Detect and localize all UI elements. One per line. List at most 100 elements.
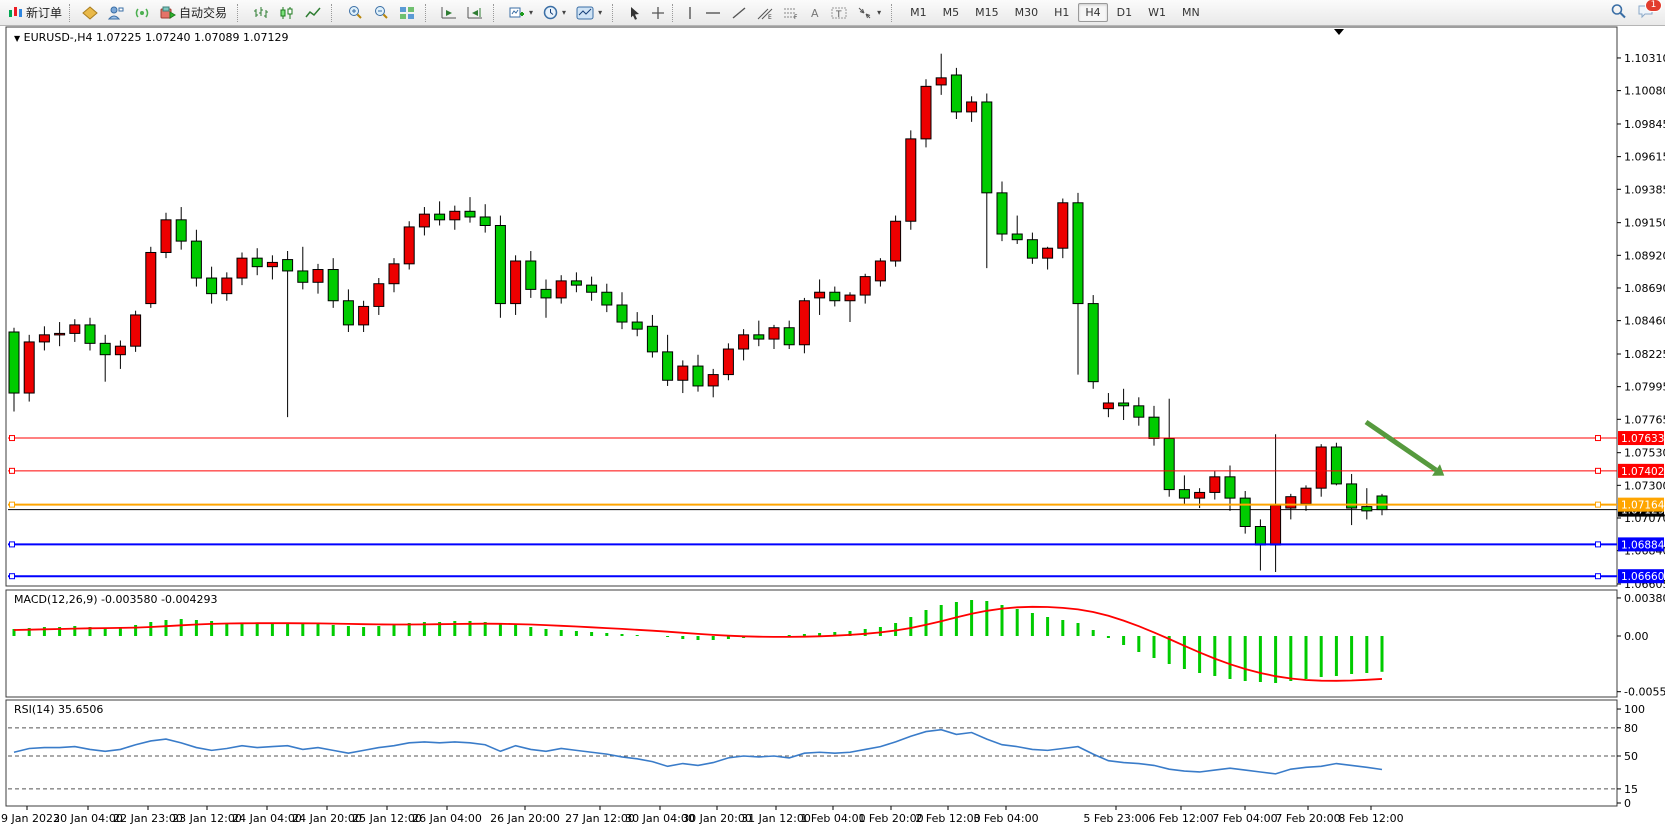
candle-chart-button[interactable] (274, 4, 300, 22)
main-toolbar: 新订单 自动交易 ▾ ▾ ▾ (0, 0, 1665, 26)
arrows-tool-button[interactable]: ▾ (852, 4, 886, 22)
notifications-button[interactable]: 1 (1637, 0, 1662, 22)
candle-bull (874, 260, 886, 282)
horizontal-line-1.07402[interactable]: 1.07402 (8, 463, 1664, 478)
candle-bull (555, 280, 567, 299)
candle-bull (707, 374, 719, 387)
svg-text:T: T (835, 10, 842, 20)
new-chart-icon (509, 7, 525, 17)
text-tool-button[interactable]: A (804, 4, 826, 22)
timeframe-D1[interactable]: D1 (1116, 6, 1133, 19)
candle-bear (282, 259, 294, 272)
timeframe-M15[interactable]: M15 (975, 6, 999, 19)
bar-chart-button[interactable] (248, 4, 274, 22)
timeframe-M1[interactable]: M1 (910, 6, 927, 19)
svg-text:A: A (811, 7, 819, 20)
candle-bull (1057, 202, 1069, 249)
tile-windows-button[interactable] (394, 4, 420, 22)
toolbar-right-group: 1 (1610, 0, 1662, 22)
timeframe-H4[interactable]: H4 (1078, 3, 1108, 22)
signals-button[interactable] (129, 4, 155, 22)
horizontal-line-1.06660[interactable]: 1.06660 (8, 569, 1664, 584)
line-handle[interactable] (9, 541, 15, 548)
rsi-tick-label: 100 (1624, 703, 1645, 716)
arrow-head-icon (1432, 464, 1445, 476)
timeframe-M5[interactable]: M5 (942, 6, 960, 19)
auto-scroll-button[interactable] (436, 4, 462, 22)
horizontal-line-1.06884[interactable]: 1.06884 (8, 537, 1665, 552)
time-tick-label: 1 Feb 20:00 (858, 812, 923, 825)
notification-badge: 1 (1645, 0, 1662, 12)
horizontal-line-icon (706, 11, 721, 14)
line-handle[interactable] (9, 573, 15, 580)
new-chart-button[interactable]: ▾ (504, 4, 538, 22)
vertical-line-icon (689, 6, 691, 19)
separator (672, 3, 678, 22)
timeframe-W1[interactable]: W1 (1148, 6, 1166, 19)
chart-collapse-icon[interactable]: ▼ (14, 34, 21, 43)
vline-tool-button[interactable] (680, 4, 700, 22)
zoom-out-button[interactable] (368, 3, 394, 22)
candle-bull (312, 269, 324, 283)
timeframe-MN[interactable]: MN (1182, 6, 1200, 19)
periods-button[interactable]: ▾ (538, 3, 571, 22)
fibonacci-tool-button[interactable]: F (778, 4, 804, 22)
candle-bull (114, 345, 126, 356)
candle-bear (1087, 303, 1099, 383)
candle-bear (175, 219, 187, 242)
price-tick-label: 1.09845 (1624, 118, 1665, 131)
chart-shift-button[interactable] (462, 4, 488, 22)
profile-button[interactable] (103, 4, 129, 22)
candle-bear (479, 216, 491, 226)
candle-bear (1239, 497, 1251, 528)
new-order-button[interactable]: 新订单 (3, 2, 67, 23)
chart-shift-group (433, 1, 491, 24)
line-handle[interactable] (1595, 467, 1601, 474)
candle-bull (160, 219, 172, 253)
fibonacci-icon: F (784, 8, 798, 20)
candle-bull (38, 334, 50, 343)
candle-bear (1133, 405, 1145, 418)
candle-bull (69, 324, 81, 334)
zoom-in-button[interactable] (342, 3, 368, 22)
candle-bear (1118, 402, 1130, 407)
line-handle[interactable] (1595, 501, 1601, 508)
line-handle[interactable] (1595, 573, 1601, 580)
price-tick-label: 1.10310 (1624, 52, 1665, 65)
line-handle[interactable] (9, 467, 15, 474)
cursor-tool-button[interactable] (623, 4, 646, 22)
templates-button[interactable]: ▾ (571, 4, 607, 22)
time-tick-label: 19 Jan 2023 (0, 812, 60, 825)
timeframe-M30[interactable]: M30 (1014, 6, 1039, 19)
zoom-out-icon (375, 6, 388, 19)
trend-arrow[interactable] (1364, 419, 1445, 476)
time-tick-label: 7 Feb 04:00 (1212, 812, 1277, 825)
timeframe-H1[interactable]: H1 (1054, 6, 1070, 19)
candle-bear (1148, 416, 1160, 439)
candle-bull (890, 220, 902, 262)
bar-chart-icon (254, 6, 269, 18)
separator (69, 3, 75, 22)
line-handle[interactable] (9, 501, 15, 508)
horizontal-line-1.07164[interactable]: 1.07164 (8, 497, 1665, 512)
line-handle[interactable] (9, 435, 15, 442)
macd-layer: 0.003805 0.00 -0.005569 (12, 592, 1665, 699)
line-handle[interactable] (1595, 541, 1601, 548)
candle-bull (920, 85, 932, 140)
search-button[interactable] (1610, 3, 1627, 22)
channel-tool-button[interactable]: E (752, 4, 778, 22)
autotrading-button[interactable]: 自动交易 (155, 2, 232, 23)
candle-bear (616, 304, 628, 323)
trendline-tool-button[interactable] (726, 4, 752, 22)
candle-bull (54, 332, 66, 336)
line-handle[interactable] (1595, 435, 1601, 442)
line-chart-button[interactable] (300, 4, 326, 22)
label-tool-button[interactable]: T (826, 4, 852, 22)
horizontal-line-1.07633[interactable]: 1.07633 (8, 431, 1664, 446)
market-watch-button[interactable] (77, 4, 103, 22)
candle-bear (1224, 476, 1236, 499)
hline-tool-button[interactable] (700, 4, 726, 22)
crosshair-tool-button[interactable] (646, 4, 670, 22)
